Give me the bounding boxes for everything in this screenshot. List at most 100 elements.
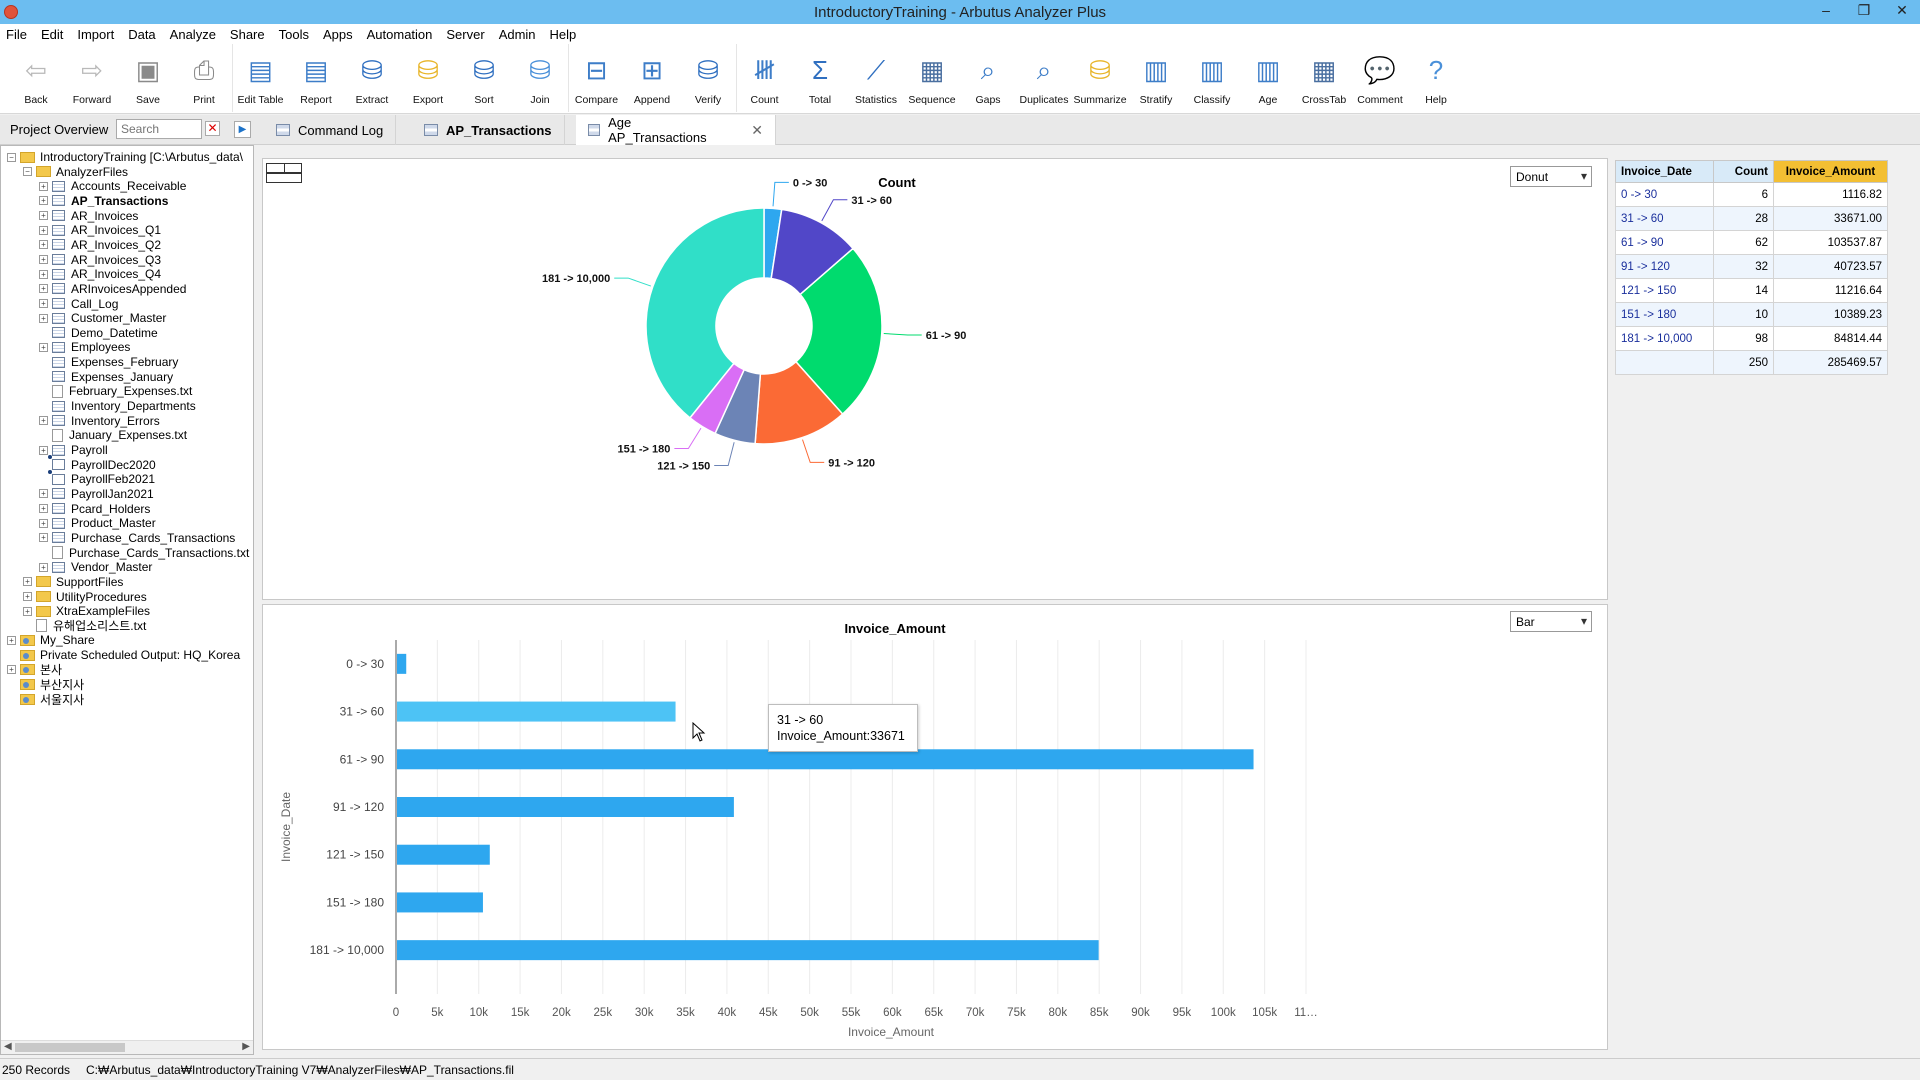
tree-item[interactable]: Private Scheduled Output: HQ_Korea: [7, 646, 240, 664]
classify-button[interactable]: ▥ Classify: [1184, 44, 1240, 112]
tree-item[interactable]: 부산지사: [7, 675, 84, 693]
append-button[interactable]: ⊞ Append: [624, 44, 680, 112]
expand-icon[interactable]: +: [39, 533, 48, 543]
clear-search-icon[interactable]: ✕: [205, 121, 220, 136]
expand-icon[interactable]: +: [39, 504, 48, 514]
bar[interactable]: [397, 844, 490, 865]
tree-item[interactable]: PayrollDec2020: [39, 455, 156, 474]
menu-file[interactable]: File: [6, 26, 27, 42]
expand-icon[interactable]: +: [39, 562, 48, 572]
bar[interactable]: [397, 653, 407, 674]
expand-icon[interactable]: +: [39, 518, 48, 528]
tree-item[interactable]: + AR_Invoices_Q4: [39, 265, 161, 283]
expand-icon[interactable]: +: [39, 342, 48, 352]
expand-icon[interactable]: +: [23, 592, 32, 601]
comment-button[interactable]: 💬 Comment: [1352, 44, 1408, 112]
menu-tools[interactable]: Tools: [278, 26, 309, 42]
stratify-button[interactable]: ▥ Stratify: [1128, 44, 1184, 112]
tree-item[interactable]: + Payroll: [39, 441, 108, 459]
age-button[interactable]: ▥ Age: [1240, 44, 1296, 112]
table-row[interactable]: 31 -> 60 28 33671.00: [1615, 206, 1888, 231]
tree-item[interactable]: + Purchase_Cards_Transactions: [39, 529, 235, 547]
export-button[interactable]: ⛁ Export: [400, 44, 456, 112]
tree-item[interactable]: − AnalyzerFiles: [23, 163, 128, 181]
search-go-icon[interactable]: ▶: [234, 121, 251, 138]
tab-command-log[interactable]: Command Log: [264, 115, 397, 145]
tree-item[interactable]: + Accounts_Receivable: [39, 177, 186, 195]
column-header-count[interactable]: Count: [1713, 160, 1774, 183]
menu-apps[interactable]: Apps: [322, 26, 353, 42]
menu-edit[interactable]: Edit: [40, 26, 64, 42]
bar[interactable]: [397, 892, 483, 913]
tree-item[interactable]: + My_Share: [7, 631, 95, 649]
collapse-icon[interactable]: −: [7, 152, 16, 162]
total-button[interactable]: Σ Total: [792, 44, 848, 112]
menu-help[interactable]: Help: [549, 26, 577, 42]
expand-icon[interactable]: +: [39, 284, 48, 294]
donut-slice[interactable]: [794, 247, 883, 416]
column-header-invoice-date[interactable]: Invoice_Date: [1615, 160, 1714, 183]
table-row[interactable]: 121 -> 150 14 11216.64: [1615, 278, 1888, 303]
expand-icon[interactable]: +: [7, 635, 16, 645]
tree-item[interactable]: + Vendor_Master: [39, 558, 152, 576]
table-row[interactable]: 0 -> 30 6 1116.82: [1615, 182, 1888, 207]
scroll-left-icon[interactable]: ◀: [4, 1041, 12, 1052]
summarize-button[interactable]: ⛁ Summarize: [1072, 44, 1128, 112]
menu-automation[interactable]: Automation: [366, 26, 433, 42]
tree-item[interactable]: + Customer_Master: [39, 309, 166, 327]
expand-icon[interactable]: +: [39, 240, 48, 250]
duplicates-button[interactable]: ⌕ Duplicates: [1016, 44, 1072, 112]
tree-item[interactable]: Expenses_February: [39, 353, 178, 371]
menu-import[interactable]: Import: [77, 26, 115, 42]
sort-button[interactable]: ⛁ Sort: [456, 44, 512, 112]
expand-icon[interactable]: +: [39, 489, 48, 499]
compare-button[interactable]: ⊟ Compare: [568, 44, 624, 112]
minimize-button[interactable]: –: [1822, 2, 1830, 18]
tree-item[interactable]: + AR_Invoices: [39, 207, 138, 225]
crosstab-button[interactable]: ▦ CrossTab: [1296, 44, 1352, 112]
bar[interactable]: [397, 940, 1099, 961]
tree-item[interactable]: + UtilityProcedures: [23, 588, 147, 606]
tree-item[interactable]: + AR_Invoices_Q1: [39, 221, 161, 239]
column-header-invoice-amount[interactable]: Invoice_Amount: [1773, 160, 1888, 183]
menu-share[interactable]: Share: [229, 26, 265, 42]
tree-item[interactable]: + 본사: [7, 661, 62, 679]
total-row[interactable]: 250 285469.57: [1615, 350, 1888, 375]
table-row[interactable]: 91 -> 120 32 40723.57: [1615, 254, 1888, 279]
bar[interactable]: [397, 749, 1254, 770]
expand-icon[interactable]: +: [39, 225, 48, 235]
tree-item[interactable]: + Inventory_Errors: [39, 412, 160, 430]
report-button[interactable]: ▤ Report: [288, 44, 344, 112]
table-row[interactable]: 181 -> 10,000 98 84814.44: [1615, 326, 1888, 351]
expand-icon[interactable]: +: [39, 299, 48, 308]
tree-item[interactable]: 서울지사: [7, 690, 84, 708]
bar[interactable]: [397, 701, 676, 722]
statistics-button[interactable]: ⟋ Statistics: [848, 44, 904, 112]
menu-analyze[interactable]: Analyze: [169, 26, 216, 42]
tree-item[interactable]: + Call_Log: [39, 295, 118, 313]
tree-item[interactable]: + AR_Invoices_Q3: [39, 251, 161, 269]
save-button[interactable]: ▣ Save: [120, 44, 176, 112]
tree-item[interactable]: January_Expenses.txt: [39, 426, 187, 444]
tree-item[interactable]: + ARInvoicesAppended: [39, 280, 186, 298]
tree-item[interactable]: Inventory_Departments: [39, 397, 196, 415]
help-button[interactable]: ? Help: [1408, 44, 1464, 112]
tree-item[interactable]: + PayrollJan2021: [39, 485, 154, 503]
expand-icon[interactable]: +: [39, 211, 48, 221]
bar[interactable]: [397, 797, 734, 817]
tree-item[interactable]: + AR_Invoices_Q2: [39, 236, 161, 254]
scroll-right-icon[interactable]: ▶: [242, 1041, 250, 1052]
scrollbar-thumb[interactable]: [15, 1043, 125, 1052]
expand-icon[interactable]: +: [39, 181, 48, 191]
tree-item[interactable]: Purchase_Cards_Transactions.txt: [39, 544, 249, 562]
tree-item[interactable]: February_Expenses.txt: [39, 382, 192, 400]
table-row[interactable]: 61 -> 90 62 103537.87: [1615, 230, 1888, 255]
print-button[interactable]: ⎙ Print: [176, 44, 232, 112]
verify-button[interactable]: ⛁ Verify: [680, 44, 736, 112]
menu-server[interactable]: Server: [446, 26, 485, 42]
tree-item[interactable]: − IntroductoryTraining [C:\Arbutus_data\: [7, 148, 243, 166]
collapse-icon[interactable]: −: [23, 167, 32, 177]
project-search-input[interactable]: [116, 119, 202, 139]
tree-item[interactable]: + SupportFiles: [23, 573, 123, 591]
tree-item[interactable]: + Employees: [39, 338, 130, 356]
